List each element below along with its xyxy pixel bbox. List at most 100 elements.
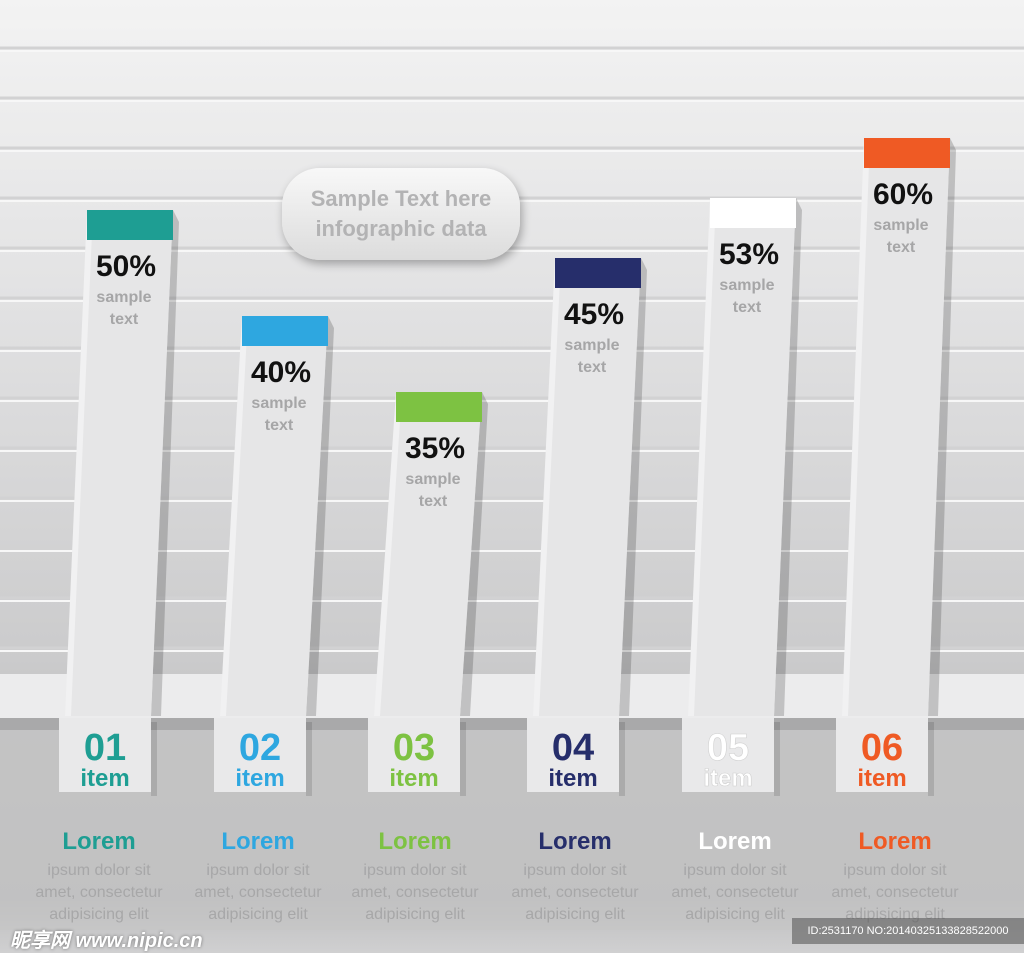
value-label: 40% [251, 356, 311, 389]
bar [220, 316, 328, 716]
bar-shadow [619, 258, 647, 716]
bar-caption: sample [405, 471, 460, 488]
legend-line: ipsum dolor sit [206, 862, 310, 879]
item-number: 04 [552, 727, 594, 769]
bar-shadow [151, 210, 179, 716]
legend-line: ipsum dolor sit [47, 862, 151, 879]
bar-caption: text [733, 299, 762, 316]
item-number: 03 [393, 727, 435, 769]
legend-line: adipisicing elit [365, 906, 465, 923]
legend-line: amet, consectetur [351, 884, 479, 901]
item-number: 01 [84, 727, 126, 769]
item-label: item [235, 765, 284, 792]
watermark-logo: 昵享网 www.nipic.cn [10, 930, 203, 952]
bar-caption: sample [873, 217, 928, 234]
legend-line: amet, consectetur [35, 884, 163, 901]
legend-text-1: ipsum dolor sit amet, consectetur adipis… [24, 860, 174, 926]
bubble-line-1: Sample Text here [310, 186, 492, 211]
bar-cap [555, 258, 641, 288]
bar-highlight [688, 198, 716, 716]
legend-text-3: ipsum dolor sit amet, consectetur adipis… [340, 860, 490, 926]
bar-caption: sample [96, 289, 151, 306]
bar [533, 258, 641, 716]
legend-line: ipsum dolor sit [523, 862, 627, 879]
bar-shadow [306, 316, 334, 716]
item-label: item [703, 765, 752, 792]
item-tag-shadow [460, 722, 466, 796]
bar-shadow [460, 392, 488, 716]
bubble-line-2: infographic data [315, 216, 487, 241]
item-label: item [80, 765, 129, 792]
item-number: 05 [707, 727, 749, 769]
item-tag-shadow [151, 722, 157, 796]
bar [374, 392, 482, 716]
legend-title-3: Lorem [378, 828, 452, 855]
bar-shadow [774, 198, 802, 716]
legend-title-6: Lorem [858, 828, 932, 855]
bar-highlight [842, 138, 870, 716]
bar-highlight [374, 392, 402, 716]
image-id-label: ID:2531170 NO:20140325133828522000 [792, 918, 1024, 944]
value-label: 35% [405, 432, 465, 465]
bar [688, 198, 796, 716]
item-tag-shadow [928, 722, 934, 796]
item-tag [682, 718, 774, 792]
item-label: item [389, 765, 438, 792]
legend-line: ipsum dolor sit [683, 862, 787, 879]
legend-line: ipsum dolor sit [363, 862, 467, 879]
bar-cap [864, 138, 950, 168]
bar [65, 210, 173, 716]
legend-text-2: ipsum dolor sit amet, consectetur adipis… [183, 860, 333, 926]
bar-cap [710, 198, 796, 228]
legend-line: amet, consectetur [831, 884, 959, 901]
legend-line: ipsum dolor sit [843, 862, 947, 879]
item-number: 06 [861, 727, 903, 769]
legend-title-5: Lorem [698, 828, 772, 855]
legend-line: amet, consectetur [194, 884, 322, 901]
item-tag [214, 718, 306, 792]
legend-line: amet, consectetur [511, 884, 639, 901]
bar-highlight [533, 258, 561, 716]
item-tag [527, 718, 619, 792]
value-label: 45% [564, 298, 624, 331]
item-tag-shadow [774, 722, 780, 796]
bar-caption: sample [719, 277, 774, 294]
speech-bubble: Sample Text here infographic data [282, 168, 520, 260]
legend-title-1: Lorem [62, 828, 136, 855]
item-tag-shadow [306, 722, 312, 796]
bar-caption: sample [564, 337, 619, 354]
bar-cap [396, 392, 482, 422]
legend-line: adipisicing elit [685, 906, 785, 923]
legend-line: adipisicing elit [208, 906, 308, 923]
item-label: item [857, 765, 906, 792]
bar-shadow [928, 138, 956, 716]
item-tag [368, 718, 460, 792]
bar-highlight [220, 316, 248, 716]
item-tag [836, 718, 928, 792]
value-label: 50% [96, 250, 156, 283]
item-number: 02 [239, 727, 281, 769]
bar-caption: text [419, 493, 448, 510]
bar-caption: text [265, 417, 294, 434]
legend-text-5: ipsum dolor sit amet, consectetur adipis… [660, 860, 810, 926]
legend-line: adipisicing elit [525, 906, 625, 923]
item-tag [59, 718, 151, 792]
bar-highlight [65, 210, 93, 716]
item-tag-shadow [619, 722, 625, 796]
bar-caption: text [578, 359, 607, 376]
item-label: item [548, 765, 597, 792]
legend-text-4: ipsum dolor sit amet, consectetur adipis… [500, 860, 650, 926]
value-label: 53% [719, 238, 779, 271]
bar [842, 138, 950, 716]
legend-text-6: ipsum dolor sit amet, consectetur adipis… [820, 860, 970, 926]
bar-caption: sample [251, 395, 306, 412]
legend-title-4: Lorem [538, 828, 612, 855]
value-label: 60% [873, 178, 933, 211]
bar-cap [87, 210, 173, 240]
legend-line: amet, consectetur [671, 884, 799, 901]
legend-title-2: Lorem [221, 828, 295, 855]
bar-cap [242, 316, 328, 346]
bar-caption: text [110, 311, 139, 328]
legend-line: adipisicing elit [49, 906, 149, 923]
